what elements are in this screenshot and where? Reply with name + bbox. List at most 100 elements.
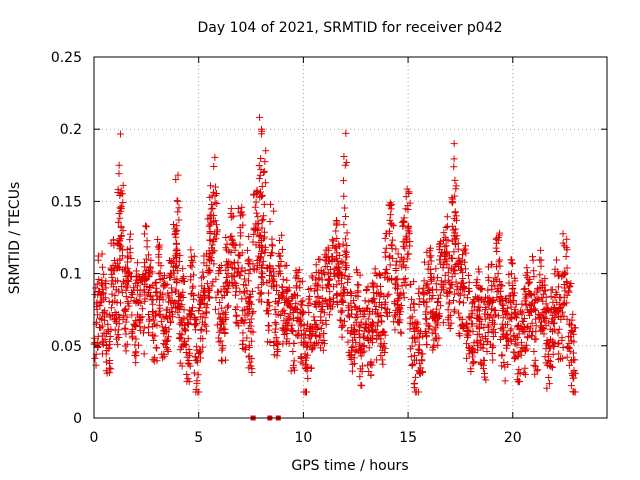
data-point <box>258 274 266 282</box>
data-point <box>416 370 424 378</box>
data-point <box>342 235 350 243</box>
data-point <box>555 350 563 358</box>
data-point <box>184 335 192 343</box>
data-point <box>510 348 518 356</box>
data-point <box>524 280 532 288</box>
data-point <box>258 182 266 190</box>
data-point <box>193 379 201 387</box>
data-point <box>507 303 515 311</box>
data-point <box>365 367 373 375</box>
data-point <box>206 228 214 236</box>
data-point <box>513 341 521 349</box>
data-point <box>489 332 497 340</box>
data-point <box>511 355 519 363</box>
data-point <box>186 262 194 270</box>
data-point <box>210 260 218 268</box>
data-point <box>318 276 326 284</box>
data-point <box>508 259 516 267</box>
data-point <box>116 130 124 138</box>
data-point <box>178 301 186 309</box>
data-point <box>263 307 271 315</box>
data-point <box>203 262 211 270</box>
data-point <box>250 191 258 199</box>
data-point <box>423 303 431 311</box>
data-point <box>212 235 220 243</box>
data-point <box>309 343 317 351</box>
data-point <box>434 274 442 282</box>
data-point <box>337 317 345 325</box>
data-point <box>231 265 239 273</box>
data-point <box>174 267 182 275</box>
data-point <box>563 235 571 243</box>
data-point <box>94 343 102 351</box>
data-point <box>451 306 459 314</box>
data-point <box>456 298 464 306</box>
data-point <box>245 305 253 313</box>
data-point <box>436 291 444 299</box>
data-point <box>563 315 571 323</box>
data-point <box>301 331 309 339</box>
data-point <box>123 313 131 321</box>
data-point <box>104 320 112 328</box>
data-point <box>254 213 262 221</box>
data-point <box>334 300 342 308</box>
data-point <box>333 290 341 298</box>
data-point <box>439 264 447 272</box>
data-point <box>159 296 167 304</box>
data-point <box>543 336 551 344</box>
x-axis-label: GPS time / hours <box>291 458 408 474</box>
data-point <box>145 289 153 297</box>
data-point <box>522 341 530 349</box>
data-point <box>493 288 501 296</box>
data-point <box>463 340 471 348</box>
data-point <box>106 332 114 340</box>
data-point <box>212 305 219 313</box>
data-point <box>96 314 104 322</box>
data-point <box>175 204 183 212</box>
data-point <box>521 346 529 354</box>
data-point <box>338 323 346 331</box>
data-point <box>117 299 124 307</box>
data-point <box>251 203 259 211</box>
data-point <box>418 357 426 365</box>
data-point <box>557 315 565 323</box>
data-point <box>175 216 183 224</box>
data-point <box>351 302 359 310</box>
data-point <box>210 188 218 196</box>
y-tick-label: 0.25 <box>51 50 82 66</box>
data-point <box>244 257 252 265</box>
data-point <box>523 333 531 341</box>
data-point <box>505 279 513 287</box>
data-point <box>101 294 109 302</box>
data-point <box>119 227 127 235</box>
data-point <box>99 263 107 271</box>
data-point <box>179 265 187 273</box>
data-point <box>278 283 286 291</box>
data-point <box>367 358 375 366</box>
data-point <box>199 310 207 318</box>
data-point <box>164 289 172 297</box>
data-point <box>406 314 414 322</box>
data-point <box>546 344 554 352</box>
data-point <box>405 222 413 230</box>
data-point <box>155 311 163 319</box>
data-point <box>288 321 296 329</box>
data-point <box>116 237 124 245</box>
data-point <box>278 245 286 253</box>
data-point <box>256 289 264 297</box>
data-point <box>283 276 291 284</box>
data-point <box>412 373 420 381</box>
data-point <box>380 328 388 336</box>
data-point <box>125 302 133 310</box>
data-point <box>429 285 437 293</box>
data-point <box>98 339 106 347</box>
data-point <box>517 347 525 355</box>
data-point <box>455 254 463 262</box>
data-point <box>245 270 253 278</box>
data-point <box>160 275 168 283</box>
data-point <box>146 270 154 278</box>
data-point <box>222 234 230 242</box>
data-point <box>401 244 409 252</box>
data-point <box>253 257 261 265</box>
data-point <box>363 285 371 293</box>
